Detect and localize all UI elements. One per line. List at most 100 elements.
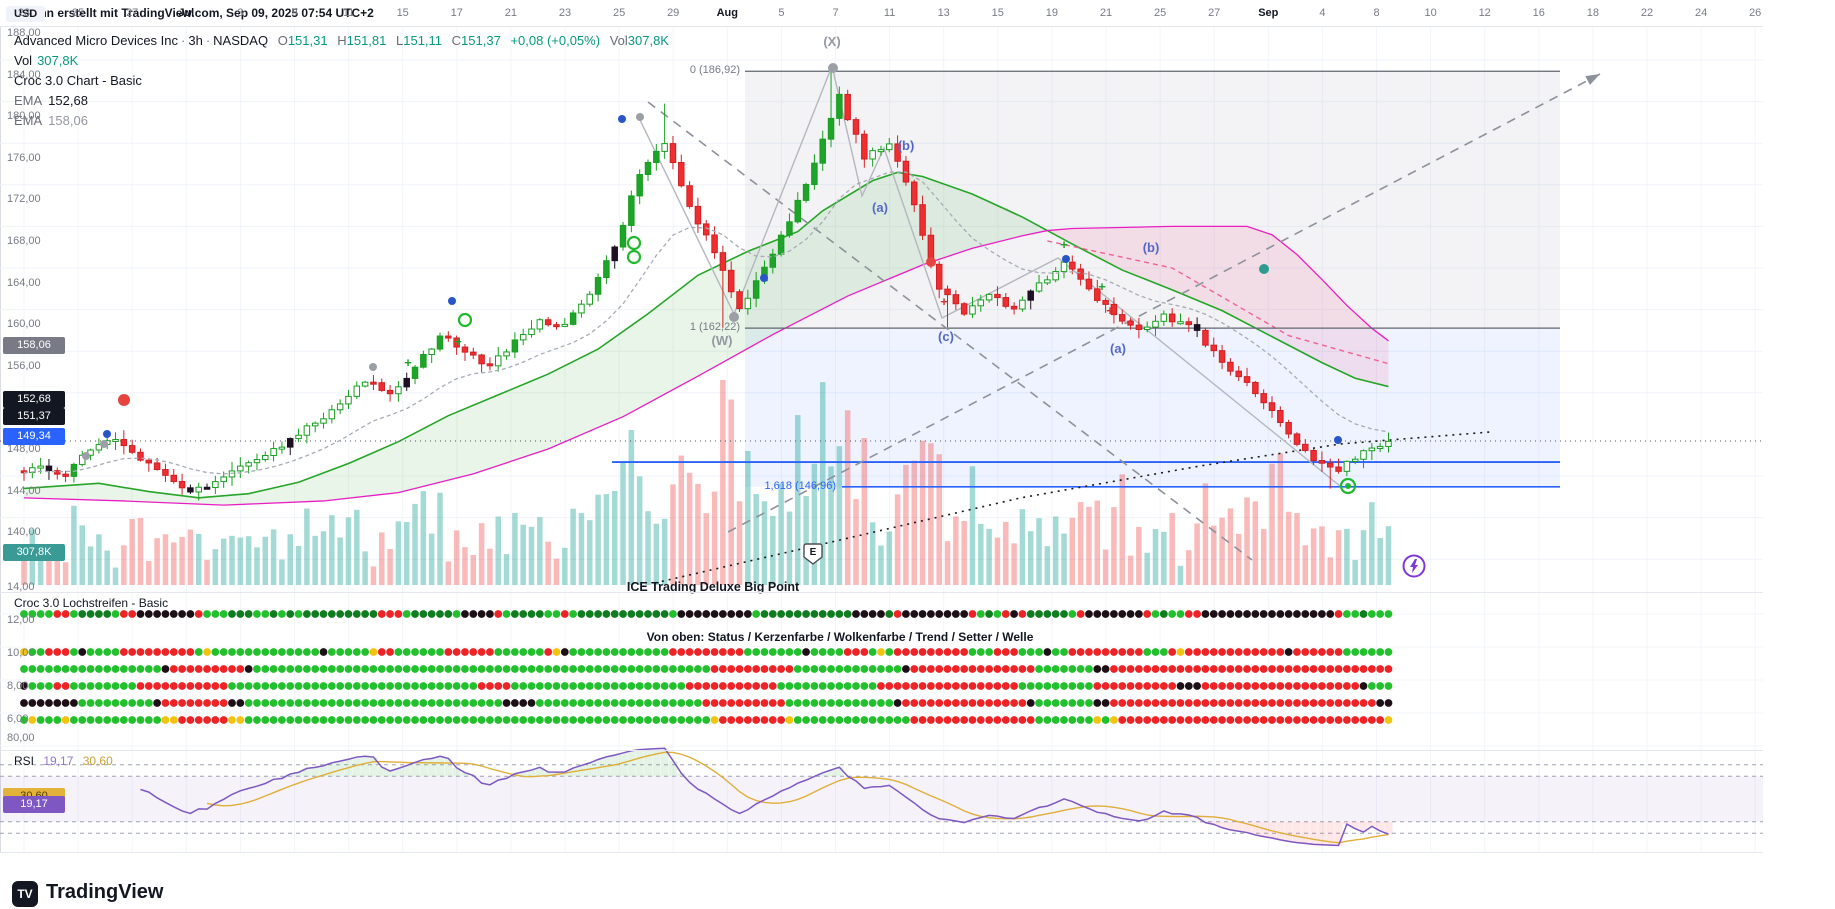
indicator-dot — [1101, 716, 1110, 724]
indicator-dot — [1126, 716, 1135, 724]
indicator-dot — [1035, 665, 1043, 673]
indicator-dot — [810, 716, 819, 724]
tradingview-logo-icon[interactable]: TV — [12, 881, 38, 907]
panel2-title[interactable]: Croc 3.0 Lochstreifen - Basic — [14, 596, 169, 610]
separator-line — [0, 592, 1763, 593]
price-tick-label: 180,00 — [7, 110, 41, 123]
indicator-dot — [36, 716, 45, 724]
indicator-dot — [1010, 665, 1018, 673]
indicator-dot — [577, 610, 586, 618]
indicator-dot — [519, 682, 528, 690]
volume-row[interactable]: Vol 307,8K — [14, 52, 669, 70]
indicator-dot — [294, 716, 303, 724]
indicator-dot — [70, 610, 78, 618]
indicator-dot — [702, 716, 711, 724]
indicator-dot — [386, 648, 394, 656]
indicator-dot — [827, 665, 835, 673]
indicator-dot — [45, 648, 53, 656]
indicator-dot — [793, 665, 802, 673]
time-axis[interactable]: 23 25 27 Jul 3 9 11 15 17 21 23 25 29 Aug 5 7 11 13 15 19 21… — [0, 7, 1763, 878]
indicator-row-ema1[interactable]: EMA 152,68 — [14, 92, 669, 110]
indicator-dot — [1110, 665, 1118, 673]
indicator-dot — [877, 682, 885, 690]
indicator-dot — [86, 682, 95, 690]
open-label: O — [277, 33, 288, 48]
indicator-dot — [394, 648, 403, 656]
indicator-dot — [835, 610, 844, 618]
indicator-dot — [1326, 610, 1335, 618]
indicator-dot — [319, 665, 328, 673]
indicator-dot — [361, 716, 370, 724]
indicator-dot — [161, 610, 170, 618]
indicator-dot — [369, 682, 378, 690]
indicator-dot — [644, 716, 652, 724]
indicator-dot — [111, 682, 120, 690]
indicator-dot — [386, 665, 394, 673]
indicator-dot — [594, 699, 602, 707]
indicator-dot — [1376, 648, 1385, 656]
indicator-dot — [1093, 716, 1102, 724]
indicator-dot — [644, 699, 652, 707]
indicator-dot — [1168, 699, 1177, 707]
indicator-dot — [469, 699, 478, 707]
indicator-row-croc[interactable]: Croc 3.0 Chart - Basic — [14, 72, 669, 90]
indicator-dot — [1367, 665, 1376, 673]
indicator-dot — [327, 610, 336, 618]
time-tick-label: Sep — [1258, 7, 1279, 19]
indicator-dot — [419, 665, 428, 673]
indicator-dot — [1193, 682, 1202, 690]
indicator-dot — [868, 699, 877, 707]
indicator-dot — [486, 716, 494, 724]
indicator-dot — [1035, 648, 1043, 656]
marker-dot — [636, 113, 644, 121]
indicator-dot — [519, 648, 528, 656]
indicator-dot — [1309, 610, 1318, 618]
indicator-dot — [585, 648, 594, 656]
indicator-dot — [677, 699, 686, 707]
indicator-dot — [1234, 610, 1243, 618]
indicator-dot — [253, 682, 261, 690]
time-tick-label: 10 — [1424, 7, 1437, 19]
indicator-dot — [361, 665, 370, 673]
indicator-dot — [1126, 682, 1135, 690]
close-label: C — [451, 33, 462, 48]
indicator-dot — [594, 648, 602, 656]
indicator-dot — [951, 665, 960, 673]
indicator-dot — [768, 682, 777, 690]
indicator-dot — [294, 610, 303, 618]
indicator-dot — [1376, 682, 1385, 690]
indicator-dot — [918, 610, 927, 618]
indicator-row-ema2[interactable]: EMA 158,06 — [14, 112, 669, 130]
marker-plus: + — [454, 334, 462, 349]
indicator-dot — [36, 682, 45, 690]
rsi-legend[interactable]: RSI 19,17 30,60 — [14, 754, 113, 768]
indicator-dot — [1159, 682, 1168, 690]
indicator-dot — [53, 665, 62, 673]
indicator-dot — [36, 648, 45, 656]
indicator-dot — [710, 610, 719, 618]
indicator-dot — [1184, 610, 1193, 618]
indicator-dot — [926, 648, 935, 656]
indicator-dot — [694, 716, 702, 724]
indicator-dot — [1026, 716, 1035, 724]
indicator-dot — [627, 682, 636, 690]
indicator-dot — [461, 699, 469, 707]
time-tick-label: 27 — [1208, 7, 1221, 19]
indicator-dot — [269, 699, 278, 707]
indicator-dot — [544, 610, 553, 618]
indicator-dot — [319, 610, 328, 618]
currency-label[interactable]: USD — [6, 6, 46, 22]
indicator-dot — [560, 610, 569, 618]
indicator-dot — [427, 682, 436, 690]
indicator-dot — [469, 610, 478, 618]
brand-name[interactable]: TradingView — [46, 881, 164, 903]
indicator-dot — [1026, 699, 1035, 707]
indicator-dot — [452, 716, 461, 724]
symbol-row[interactable]: Advanced Micro Devices Inc · 3h · NASDAQ O15… — [14, 32, 669, 50]
indicator-dot — [793, 716, 802, 724]
price-axis[interactable]: USD 188,00 184,00 180,00 176,00 172,00 168,00… — [0, 0, 73, 852]
indicator-dot — [361, 610, 370, 618]
indicator-dot — [1309, 682, 1318, 690]
indicator-dot — [968, 682, 977, 690]
